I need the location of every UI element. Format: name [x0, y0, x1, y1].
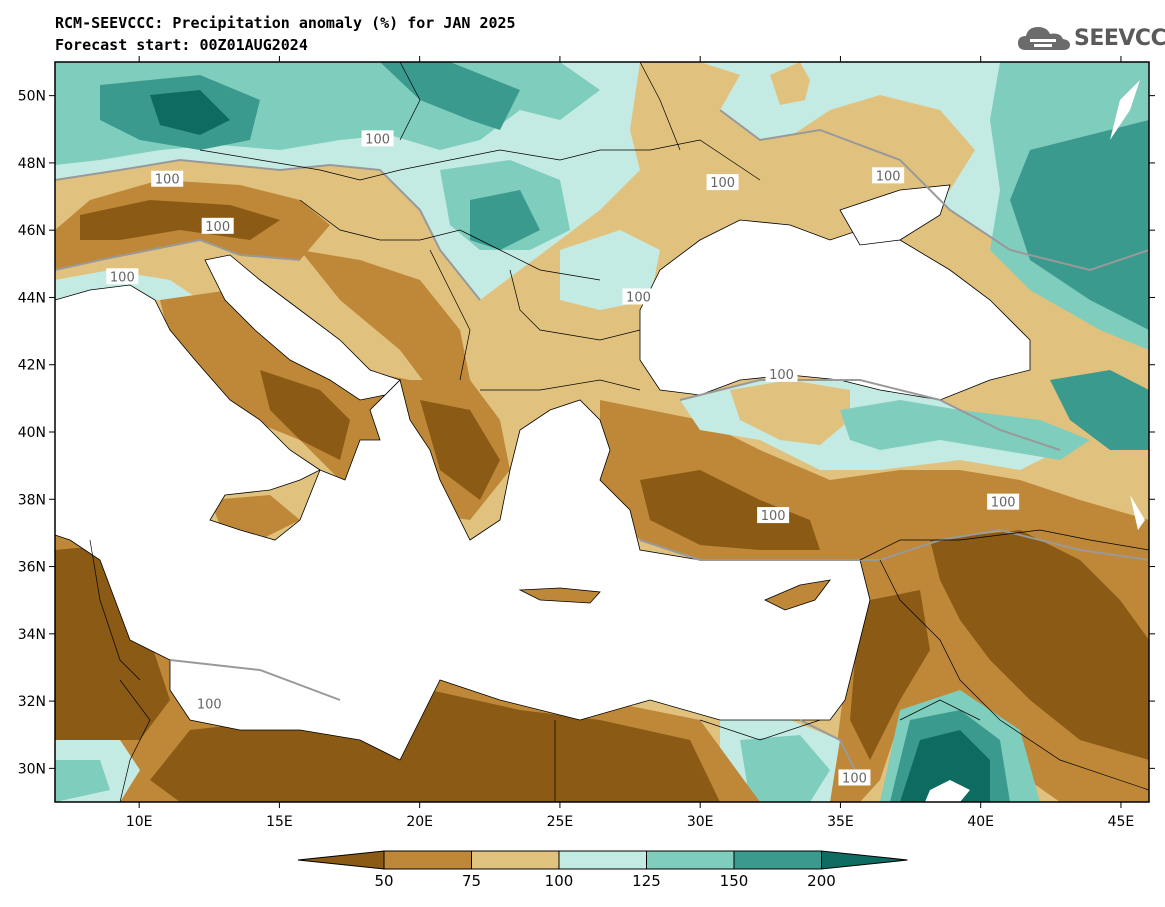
colorbar-segment	[646, 850, 735, 870]
anomaly-region-jordan-very-dry	[850, 590, 930, 760]
anomaly-region-poland-dry	[630, 62, 740, 170]
contour-label-box	[201, 217, 234, 234]
colorbar-segment	[558, 850, 647, 870]
anomaly-region-southern-italy-very-dry	[260, 370, 350, 460]
contour-label-box	[622, 288, 655, 305]
anomaly-region-russia-dry	[770, 62, 810, 105]
anomaly-region-greece-very-dry	[420, 400, 500, 500]
contour-label: 100	[110, 270, 135, 285]
anomaly-region-pontic-wet	[840, 400, 1090, 460]
black-sea	[639, 219, 1031, 401]
colorbar-level-label: 75	[462, 872, 481, 890]
contour-label-box	[757, 507, 790, 524]
latitude-axis: 30N 32N 34N 36N 38N 40N 42N 44N 46N 48N 50N	[18, 89, 1155, 777]
contour-label: 100	[876, 169, 901, 184]
contour-label: 100	[365, 132, 390, 147]
mediterranean-sea	[55, 284, 871, 761]
adriatic-sea	[204, 254, 401, 401]
colorbar-level-label: 200	[807, 872, 836, 890]
y-tick-label: 50N	[18, 89, 46, 105]
contour-label: 100	[205, 220, 230, 235]
colorbar-legend: 50 75 100 125 150 200	[297, 850, 908, 890]
contour-label-box	[838, 769, 871, 786]
country-borders	[89, 62, 1149, 802]
x-tick-label: 45E	[1108, 814, 1135, 830]
colorbar-segment	[383, 850, 472, 870]
crete-island	[518, 587, 601, 604]
colorbar-segment	[471, 850, 560, 870]
y-tick-label: 46N	[18, 223, 46, 239]
anomaly-region-poland-strong	[380, 62, 520, 130]
y-tick-label: 48N	[18, 156, 46, 172]
cloud-icon	[1018, 27, 1070, 50]
no-data-patch	[1130, 495, 1145, 530]
logo-text: SEEVCCC	[1074, 26, 1165, 51]
contour-label-box	[151, 170, 184, 187]
x-tick-label: 20E	[406, 814, 433, 830]
contour-label-box	[193, 695, 226, 712]
contour-label: 100	[769, 368, 794, 383]
colorbar-segment-below-50	[297, 850, 385, 870]
anomaly-field	[55, 62, 1149, 802]
contour-label-box	[706, 174, 739, 191]
contour-label: 100	[626, 290, 651, 305]
contour-label: 100	[842, 771, 867, 786]
contour-label-box	[106, 268, 139, 285]
contour-label: 100	[197, 697, 222, 712]
map-title: RCM-SEEVCCC: Precipitation anomaly (%) f…	[55, 14, 516, 32]
anomaly-region-georgia-strong	[1050, 370, 1149, 450]
no-data-patch	[925, 780, 970, 802]
anomaly-region-anatolia-center-dry	[730, 380, 850, 445]
x-tick-label: 15E	[266, 814, 293, 830]
contour-label-box	[872, 167, 905, 184]
y-tick-label: 36N	[18, 560, 46, 576]
anomaly-region-hungary-strong	[470, 190, 540, 250]
anomaly-region-anatolia-very-dry	[640, 470, 820, 550]
colorbar-level-label: 50	[374, 872, 393, 890]
y-tick-label: 42N	[18, 358, 46, 374]
contour-label: 100	[155, 173, 180, 188]
colorbar-segment-above-200	[821, 850, 908, 870]
y-tick-label: 38N	[18, 492, 46, 508]
anomaly-region-sinai-wet	[740, 735, 830, 802]
anomaly-region-arabia-extreme	[900, 730, 990, 802]
seevccc-logo: SEEVCCC	[1016, 22, 1165, 56]
anomaly-region-west-africa-wet	[55, 760, 110, 802]
x-tick-label: 10E	[126, 814, 153, 830]
y-tick-label: 30N	[18, 761, 46, 777]
y-tick-label: 44N	[18, 290, 46, 306]
contour-label: 100	[761, 509, 786, 524]
y-tick-label: 32N	[18, 694, 46, 710]
contour-label: 100	[710, 176, 735, 191]
colorbar-segment	[733, 850, 822, 870]
y-tick-label: 40N	[18, 425, 46, 441]
anomaly-region-syria-very-dry	[930, 530, 1149, 760]
contour-labels: 100 100 100 100 100 100 100 100 100 100 100 100	[106, 130, 1020, 786]
anomaly-region-germany-extreme	[150, 90, 230, 135]
contour-label-box	[765, 365, 798, 382]
colorbar-level-label: 100	[545, 872, 574, 890]
contour-label: 100	[991, 496, 1016, 511]
x-tick-label: 35E	[827, 814, 854, 830]
no-data-patch	[1110, 80, 1140, 140]
longitude-axis: 10E 15E 20E 25E 30E 35E 40E 45E	[126, 56, 1134, 830]
colorbar-level-label: 125	[632, 872, 661, 890]
cyprus-island	[764, 579, 831, 611]
x-tick-label: 30E	[687, 814, 714, 830]
sea-of-azov	[839, 184, 951, 246]
forecast-start-subtitle: Forecast start: 00Z01AUG2024	[55, 36, 308, 54]
contour-label-box	[361, 130, 394, 147]
x-tick-label: 40E	[967, 814, 994, 830]
anomaly-region-dinaric-dry	[300, 250, 470, 390]
x-tick-label: 25E	[547, 814, 574, 830]
colorbar-level-label: 150	[720, 872, 749, 890]
contour-label-box	[987, 493, 1020, 510]
y-tick-label: 34N	[18, 627, 46, 643]
anomaly-region-russia-strong	[1010, 120, 1149, 330]
